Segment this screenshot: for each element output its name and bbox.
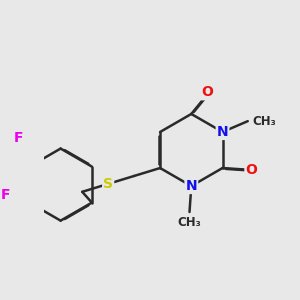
Text: N: N: [217, 125, 228, 139]
Text: O: O: [202, 85, 214, 99]
Text: F: F: [1, 188, 11, 203]
Text: CH₃: CH₃: [178, 216, 201, 229]
Text: O: O: [245, 163, 257, 177]
Text: N: N: [185, 179, 197, 193]
Text: S: S: [103, 177, 113, 191]
Text: CH₃: CH₃: [252, 115, 276, 128]
Text: F: F: [14, 131, 23, 146]
